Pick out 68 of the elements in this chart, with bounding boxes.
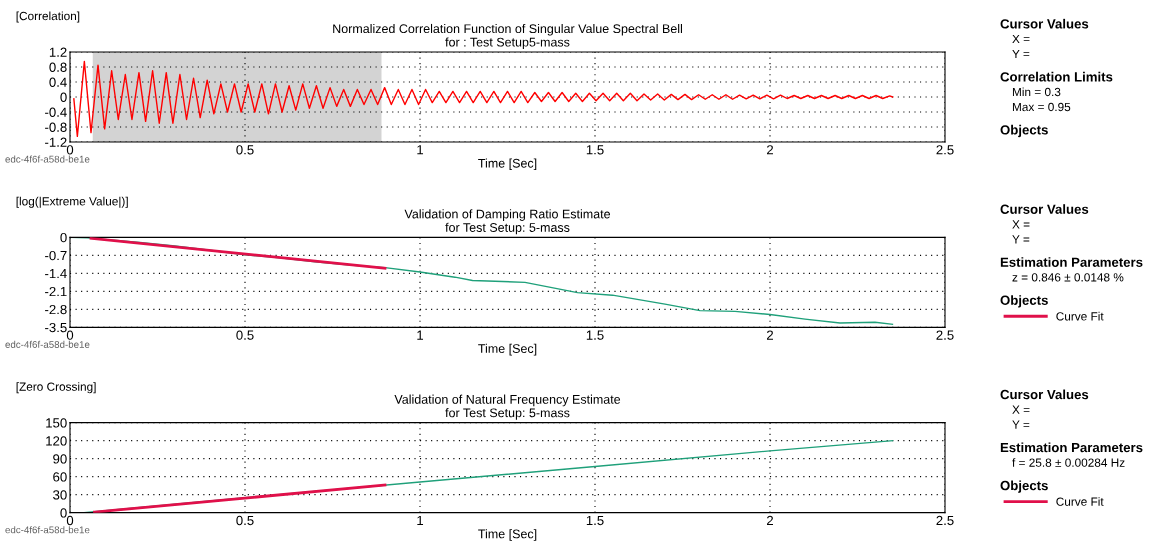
x-tick-label: 2.5 [936, 515, 954, 526]
y-axis-title: [Zero Crossing] [16, 382, 96, 394]
x-tick-label: 2 [767, 515, 774, 526]
text: Y = [1012, 235, 1030, 244]
chart-title: Validation of Natural Frequency Estimate for Test Setup: 5-mass [394, 394, 621, 420]
y-tick-label: -3.5 [45, 322, 67, 333]
x-tick-label: 0.5 [236, 515, 254, 526]
y-tick-label: -0.8 [45, 122, 67, 132]
text: Cursor Values [1000, 18, 1089, 29]
text: X = [1012, 34, 1030, 44]
x-axis-title: Time [Sec] [478, 158, 537, 171]
y-tick-label: -2.1 [45, 286, 67, 297]
x-tick-label: 2 [767, 145, 774, 155]
legend-label: Curve Fit [1056, 497, 1104, 506]
y-axis-title: [Correlation] [16, 11, 80, 23]
text: X = [1012, 405, 1030, 414]
y-tick-label: 90 [53, 454, 67, 464]
text: z = 0.846 ± 0.0148 % [1012, 273, 1124, 282]
y-tick-label: -1.2 [45, 137, 67, 147]
text: edc-4f6f-a58d-be1e [5, 155, 90, 163]
y-tick-label: 0.4 [49, 77, 67, 87]
x-tick-label: 1.5 [586, 515, 604, 526]
x-tick-label: 1 [417, 515, 424, 526]
text: Min = 0.3 [1012, 87, 1061, 97]
text: Objects [1000, 124, 1048, 138]
y-tick-label: -1.4 [45, 269, 67, 279]
text: f = 25.8 ± 0.00284 Hz [1012, 458, 1125, 467]
x-tick-label: 2.5 [936, 330, 954, 340]
y-tick-label: 150 [46, 418, 67, 428]
y-tick-label: 0 [60, 508, 67, 518]
x-tick-label: 1.5 [586, 330, 604, 340]
x-tick-label: 2.5 [936, 145, 954, 155]
y-tick-label: 0 [60, 232, 67, 243]
x-tick-label: 0.5 [236, 330, 254, 340]
y-tick-label: -2.8 [45, 304, 67, 315]
x-tick-label: 1 [417, 330, 424, 340]
y-tick-label: 1.2 [49, 47, 67, 57]
y-tick-label: -0.7 [45, 250, 67, 261]
text: edc-4f6f-a58d-be1e [5, 526, 90, 534]
y-axis-title: [log(|Extreme Value|)] [16, 196, 128, 208]
y-tick-label: 60 [53, 472, 67, 482]
text: Y = [1012, 49, 1030, 59]
y-tick-label: 0.8 [49, 62, 67, 72]
chart-title: Validation of Damping Ratio Estimate for Test Setup: 5-mass [404, 209, 611, 235]
text: Cursor Values [1000, 204, 1089, 214]
x-tick-label: 0.5 [236, 145, 254, 155]
legend-label: Curve Fit [1056, 311, 1104, 321]
line-series [73, 60, 894, 138]
y-tick-label: 120 [46, 436, 67, 446]
text: Max = 0.95 [1012, 102, 1071, 112]
text: Estimation Parameters [1000, 257, 1143, 267]
text: Correlation Limits [1000, 71, 1113, 82]
x-tick-label: 1 [417, 145, 424, 155]
y-tick-label: 0 [60, 92, 67, 102]
text: Cursor Values [1000, 389, 1089, 400]
y-tick-label: -0.4 [45, 107, 67, 117]
text: Objects [1000, 480, 1048, 493]
chart-title: Normalized Correlation Function of Singular Value Spectral Bell for : Test Setup5-mass [333, 23, 682, 50]
text: edc-4f6f-a58d-be1e [5, 340, 90, 348]
text: Objects [1000, 295, 1048, 308]
x-axis-title: Time [Sec] [478, 343, 537, 356]
x-tick-label: 1.5 [586, 145, 604, 155]
x-axis-title: Time [Sec] [478, 529, 537, 541]
x-tick-label: 2 [767, 330, 774, 340]
y-tick-label: 30 [53, 490, 67, 500]
text: X = [1012, 220, 1030, 229]
text: Y = [1012, 420, 1030, 429]
text: Estimation Parameters [1000, 442, 1143, 453]
